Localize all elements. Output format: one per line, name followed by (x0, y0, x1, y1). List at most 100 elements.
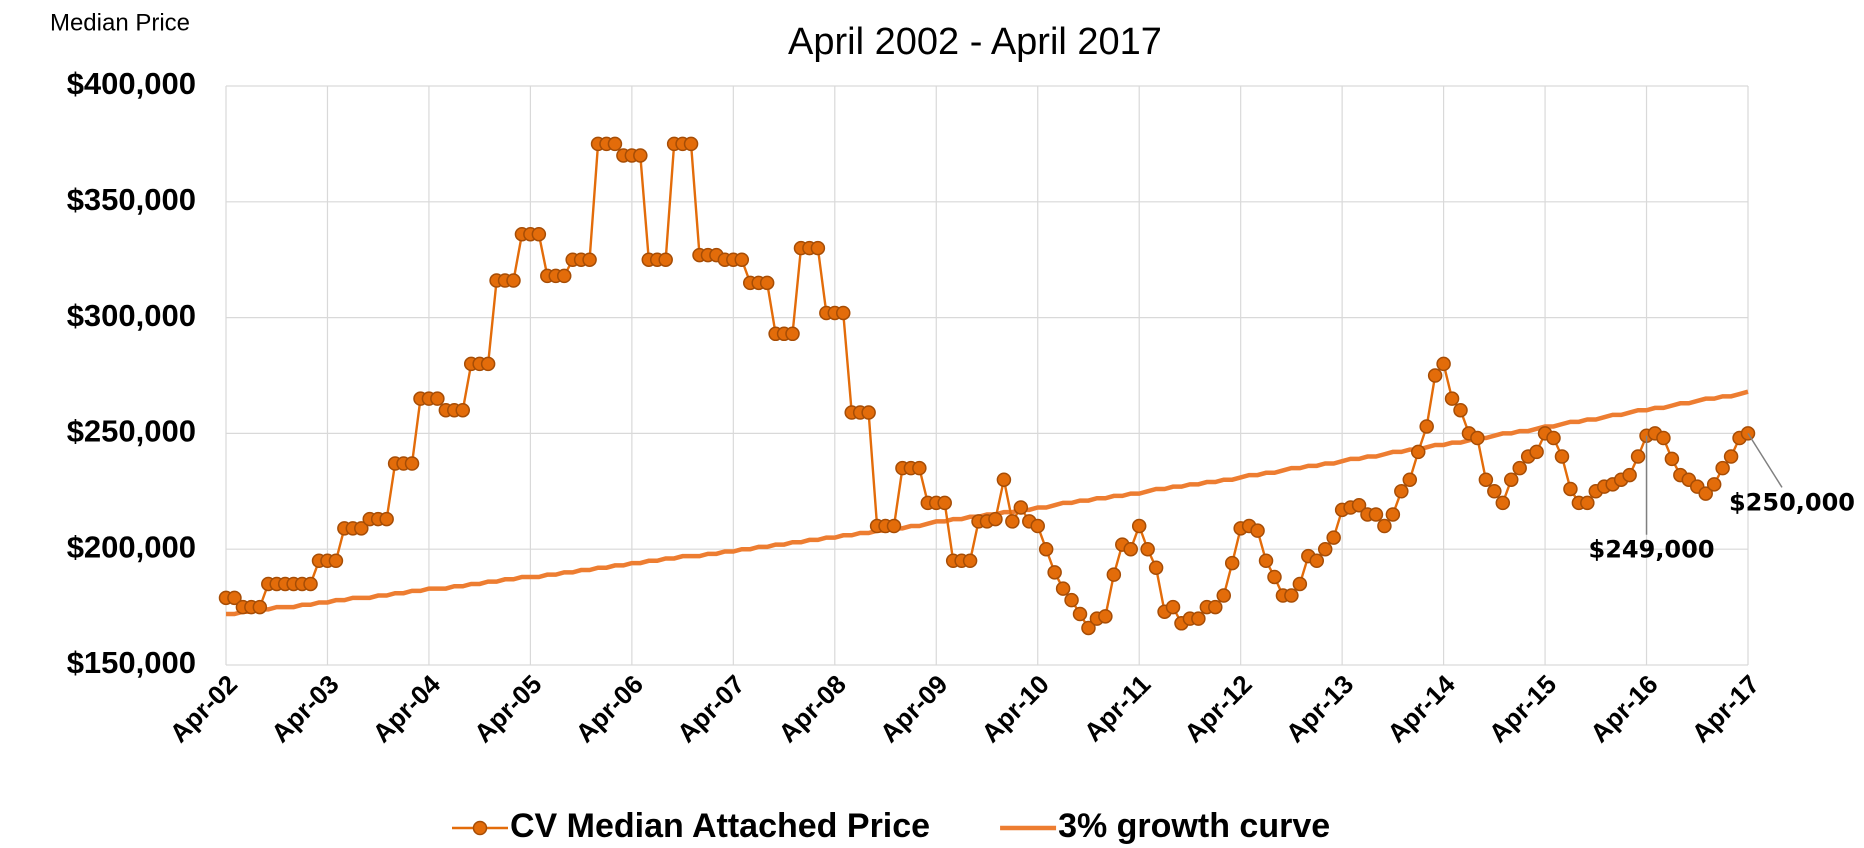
x-tick-label: Apr-12 (1178, 669, 1257, 748)
point-marker (658, 252, 673, 267)
point-marker (1055, 581, 1071, 596)
point-marker (1030, 518, 1045, 534)
point-marker (836, 305, 851, 321)
y-tick-label: $200,000 (67, 529, 196, 564)
x-tick-label: Apr-13 (1280, 669, 1359, 748)
point-marker (1656, 430, 1671, 446)
point-marker (1495, 495, 1511, 511)
point-marker (480, 356, 496, 372)
point-marker (1106, 567, 1122, 582)
x-tick-label: Apr-02 (164, 669, 243, 748)
point-marker (303, 576, 318, 592)
point-marker (354, 521, 369, 536)
point-marker (1098, 609, 1113, 624)
point-marker (996, 472, 1012, 487)
point-marker (1723, 449, 1739, 464)
legend-label: CV Median Attached Price (510, 807, 930, 845)
point-marker (379, 511, 394, 527)
x-tick-label: Apr-07 (671, 669, 750, 748)
point-marker (430, 391, 445, 406)
grid (225, 85, 1749, 666)
point-marker (1165, 599, 1181, 615)
point-marker (1436, 356, 1451, 372)
point-marker (937, 495, 952, 511)
point-marker (1706, 477, 1722, 492)
x-tick-label: Apr-06 (570, 669, 649, 748)
point-marker (1326, 530, 1341, 545)
point-marker (1131, 518, 1147, 534)
point-marker (328, 553, 344, 569)
y-axis-label: Median Price (50, 9, 190, 36)
point-marker (404, 456, 420, 471)
point-marker (1470, 430, 1485, 446)
point-marker (1478, 472, 1494, 487)
point-marker (1258, 553, 1274, 569)
point-marker (1630, 449, 1646, 464)
point-marker (1664, 451, 1680, 467)
series-line (226, 389, 1749, 617)
point-marker (1427, 368, 1443, 383)
y-tick-label: $250,000 (67, 414, 196, 449)
x-tick-label: Apr-16 (1584, 669, 1663, 748)
point-marker (1444, 391, 1460, 406)
point-marker (1394, 484, 1409, 499)
x-tick-label: Apr-04 (367, 669, 447, 749)
point-marker (1005, 514, 1020, 529)
point-marker (1419, 419, 1434, 434)
point-marker (912, 460, 927, 476)
data-label: $250,000 (1729, 488, 1855, 516)
point-marker (1148, 560, 1164, 575)
chart-subtitle: April 2002 - April 2017 (788, 21, 1162, 63)
point-marker (582, 252, 597, 267)
point-marker (633, 148, 648, 163)
legend-label: 3% growth curve (1058, 807, 1330, 845)
x-tick-label: Apr-10 (975, 669, 1054, 748)
point-marker (1250, 523, 1265, 538)
x-tick-label: Apr-05 (468, 669, 547, 748)
point-marker (1385, 507, 1401, 522)
x-tick-label: Apr-11 (1078, 669, 1156, 747)
legend-item: CV Median Attached Price (452, 807, 930, 845)
point-marker (1038, 541, 1054, 557)
point-marker (1529, 444, 1544, 460)
point-marker (962, 553, 978, 569)
point-marker (1402, 472, 1418, 487)
point-marker (1284, 588, 1299, 603)
point-marker (1512, 460, 1527, 476)
point-marker (1410, 444, 1426, 460)
point-marker (1368, 507, 1384, 522)
point-marker (556, 268, 572, 284)
point-marker (1487, 484, 1502, 499)
series-line (226, 142, 1749, 630)
point-marker (1123, 541, 1138, 557)
point-marker (1309, 553, 1325, 569)
point-marker (1563, 481, 1578, 497)
point-marker (1453, 402, 1468, 418)
point-marker (988, 511, 1003, 527)
point-marker (1317, 541, 1333, 557)
point-marker (1064, 592, 1079, 608)
point-marker (1081, 620, 1096, 636)
legend-marker (472, 820, 488, 836)
point-marker (1047, 565, 1062, 580)
point-marker (1377, 518, 1392, 534)
x-tick-label: Apr-03 (265, 669, 344, 748)
point-marker (531, 226, 547, 242)
point-marker (1013, 500, 1029, 515)
point-marker (683, 136, 699, 152)
x-tick-label: Apr-14 (1381, 669, 1461, 749)
point-marker (1208, 599, 1223, 615)
point-marker (1715, 460, 1730, 476)
point-marker (1191, 611, 1206, 626)
y-tick-label: $350,000 (67, 182, 196, 217)
x-tick-label: Apr-08 (772, 669, 851, 748)
point-marker (1072, 606, 1088, 622)
point-marker (1140, 541, 1155, 557)
data-label: $249,000 (1589, 536, 1715, 564)
point-marker (734, 252, 750, 267)
point-marker (1622, 467, 1637, 483)
legend-item: 3% growth curve (1000, 807, 1330, 845)
point-marker (810, 240, 826, 256)
point-marker (1224, 555, 1240, 571)
